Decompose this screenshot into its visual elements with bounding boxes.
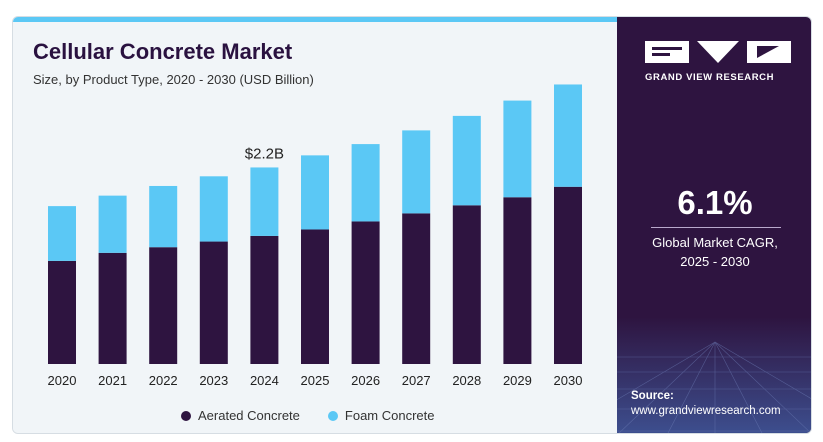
legend-label-aerated: Aerated Concrete — [198, 408, 300, 423]
logo-text: GRAND VIEW RESEARCH — [645, 72, 775, 83]
bar-aerated-2020 — [48, 260, 76, 364]
bar-foam-2027 — [402, 130, 431, 214]
bar-aerated-2026 — [351, 221, 380, 364]
x-tick-label: 2027 — [402, 373, 431, 388]
infographic-card: Cellular Concrete Market Size, by Produc… — [12, 16, 812, 434]
bar-aerated-2027 — [402, 213, 431, 364]
cagr-value: 6.1% — [677, 184, 753, 221]
bar-foam-2021 — [98, 195, 127, 253]
x-tick-label: 2023 — [199, 373, 228, 388]
chart-panel: Cellular Concrete Market Size, by Produc… — [13, 22, 617, 433]
source-note: Source: www.grandviewresearch.com — [631, 389, 781, 419]
chart-subtitle: Size, by Product Type, 2020 - 2030 (USD … — [33, 72, 314, 87]
legend-label-foam: Foam Concrete — [344, 408, 435, 423]
bar-aerated-2025 — [301, 229, 329, 364]
x-tick-label: 2026 — [351, 373, 380, 388]
cagr-divider — [651, 227, 781, 228]
chart-title: Cellular Concrete Market — [33, 39, 293, 64]
decorative-grid — [617, 317, 811, 433]
bar-foam-2025 — [301, 155, 329, 230]
bar-foam-2028 — [452, 115, 481, 206]
x-tick-label: 2021 — [98, 373, 127, 388]
sidebar-panel: GRAND VIEW RESEARCH 6.1% Global Market C… — [617, 17, 811, 433]
legend-item-aerated: Aerated Concrete — [181, 408, 300, 423]
x-tick-label: 2024 — [250, 373, 279, 388]
cagr-label-line1: Global Market CAGR, — [652, 235, 778, 250]
cagr-label-line2: 2025 - 2030 — [680, 254, 750, 269]
bar-aerated-2028 — [452, 205, 481, 364]
bar-aerated-2023 — [199, 241, 228, 364]
x-tick-label: 2020 — [48, 373, 77, 388]
bar-foam-2022 — [149, 185, 178, 248]
bar-aerated-2030 — [554, 186, 582, 364]
grand-view-research-logo-icon — [645, 41, 791, 63]
source-label: Source: — [631, 390, 674, 402]
bar-foam-2029 — [503, 100, 532, 198]
legend-swatch-foam — [327, 410, 338, 421]
bar-foam-2024 — [250, 167, 279, 236]
bar-foam-2023 — [199, 176, 228, 242]
annotation-label: $2.2B — [245, 145, 284, 162]
bar-aerated-2022 — [149, 247, 178, 364]
x-tick-label: 2029 — [503, 373, 532, 388]
legend-item-foam: Foam Concrete — [327, 408, 435, 423]
x-tick-label: 2025 — [301, 373, 330, 388]
bar-foam-2026 — [351, 144, 380, 222]
bar-foam-2020 — [48, 206, 76, 261]
x-tick-label: 2030 — [554, 373, 583, 388]
x-tick-label: 2028 — [452, 373, 481, 388]
cagr-label: Global Market CAGR, 2025 - 2030 — [617, 233, 811, 271]
source-url[interactable]: www.grandviewresearch.com — [631, 405, 781, 417]
bar-foam-2030 — [554, 84, 582, 187]
bar-aerated-2021 — [98, 252, 127, 364]
x-tick-label: 2022 — [149, 373, 178, 388]
bar-aerated-2029 — [503, 197, 532, 364]
bar-chart: 2020 2021 2022 2023 2024 $2.2B 2025 2026 2027 202… — [48, 84, 583, 388]
chart-legend: Aerated Concrete Foam Concrete — [181, 408, 435, 423]
bar-aerated-2024 — [250, 235, 279, 364]
legend-swatch-aerated — [181, 410, 191, 421]
accent-bar — [13, 17, 617, 22]
